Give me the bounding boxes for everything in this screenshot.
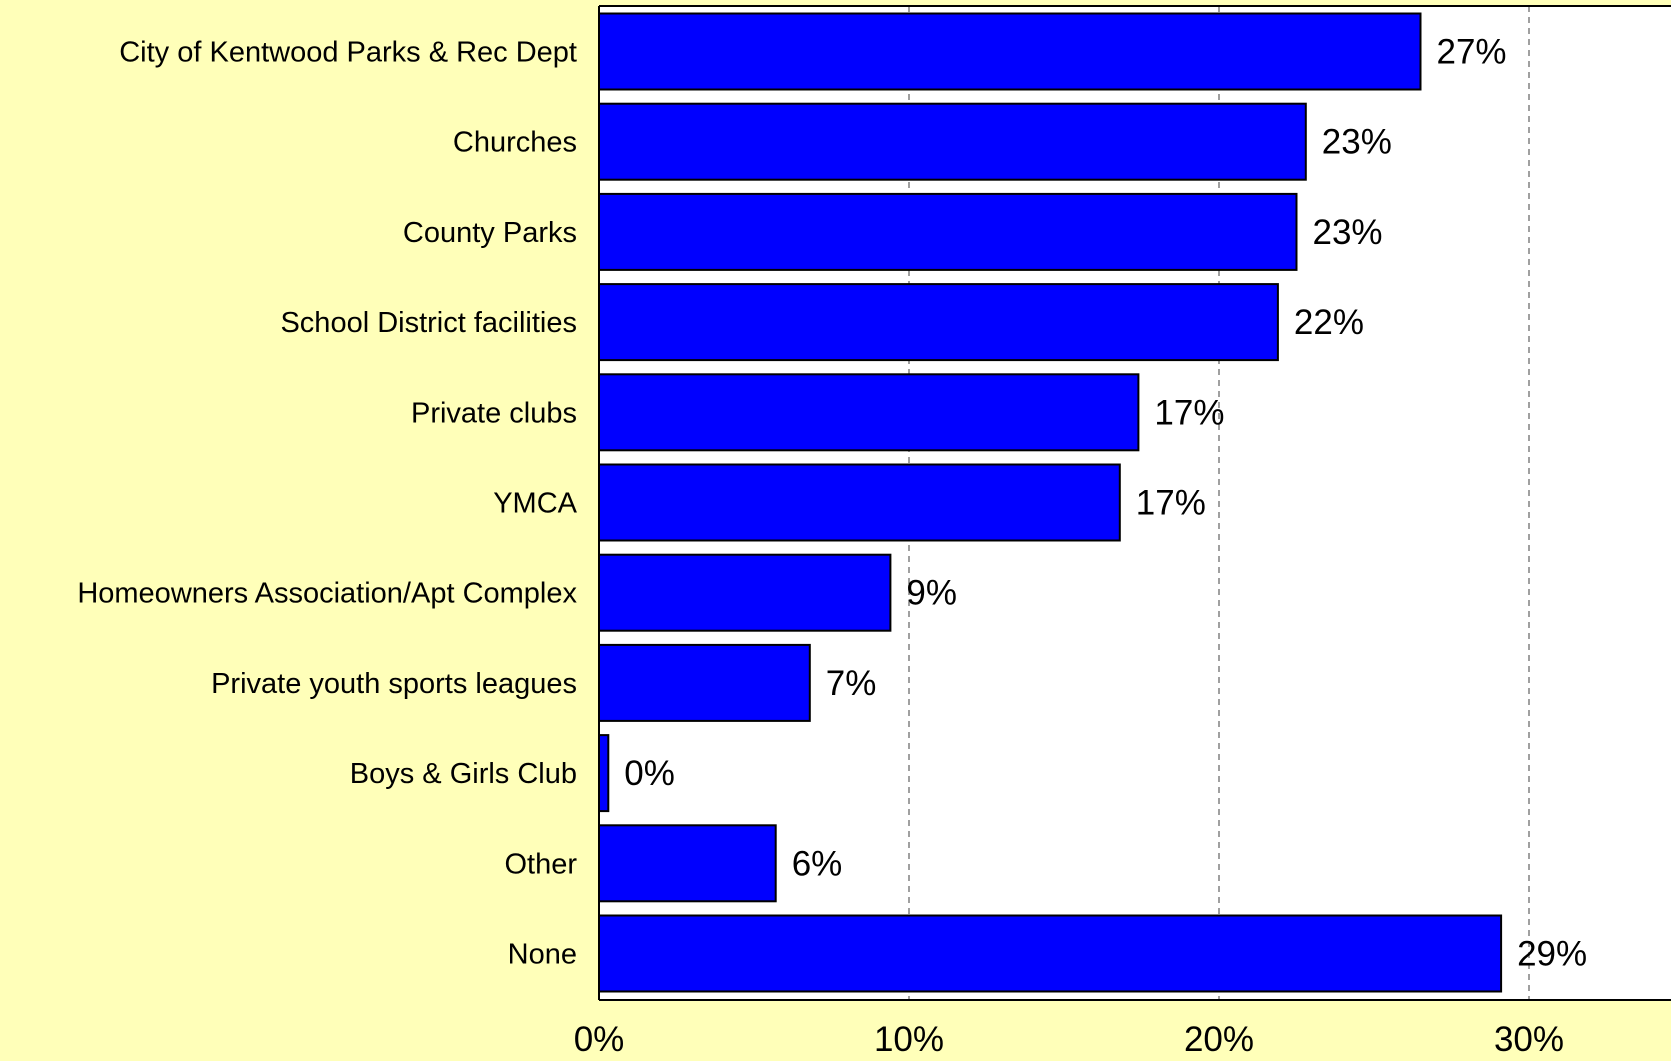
value-label: 7% [826,664,877,703]
bar [598,734,610,813]
bar [598,373,1140,452]
value-label: 0% [624,754,675,793]
x-tick-labels: 0% 10% 20% 30% [574,1020,1564,1059]
bar [598,12,1422,91]
value-label: 22% [1294,303,1364,342]
value-label: 23% [1313,213,1383,252]
bar [598,553,892,632]
category-label: City of Kentwood Parks & Rec Dept [119,37,577,69]
category-label: YMCA [493,488,577,520]
value-label: 27% [1437,33,1507,72]
bar [598,102,1307,181]
bar [598,283,1279,362]
bar [598,914,1503,993]
category-label: Other [504,848,577,880]
bar [598,643,811,722]
value-label: 23% [1322,123,1392,162]
x-tick-label: 0% [574,1020,625,1059]
bar [598,192,1298,271]
x-tick-label: 10% [874,1020,944,1059]
category-label: Churches [453,127,577,159]
category-labels: City of Kentwood Parks & Rec Dept Churche… [77,37,577,971]
value-label: 29% [1517,935,1587,974]
category-label: County Parks [403,217,577,249]
category-label: Private youth sports leagues [211,668,577,700]
value-label: 6% [792,844,843,883]
bar [598,463,1121,542]
category-label: Private clubs [411,397,577,429]
bars [598,12,1503,993]
bar [598,824,777,903]
category-label: School District facilities [280,307,577,339]
value-labels: 27% 23% 23% 22% 17% 17% 9% 7% 0% 6% 29% [624,33,1587,974]
x-tick-label: 20% [1184,1020,1254,1059]
category-label: Boys & Girls Club [350,758,577,790]
x-tick-label: 30% [1494,1020,1564,1059]
category-label: None [508,939,577,971]
value-label: 17% [1154,393,1224,432]
value-label: 9% [906,574,957,613]
category-label: Homeowners Association/Apt Complex [77,578,577,610]
value-label: 17% [1136,484,1206,523]
